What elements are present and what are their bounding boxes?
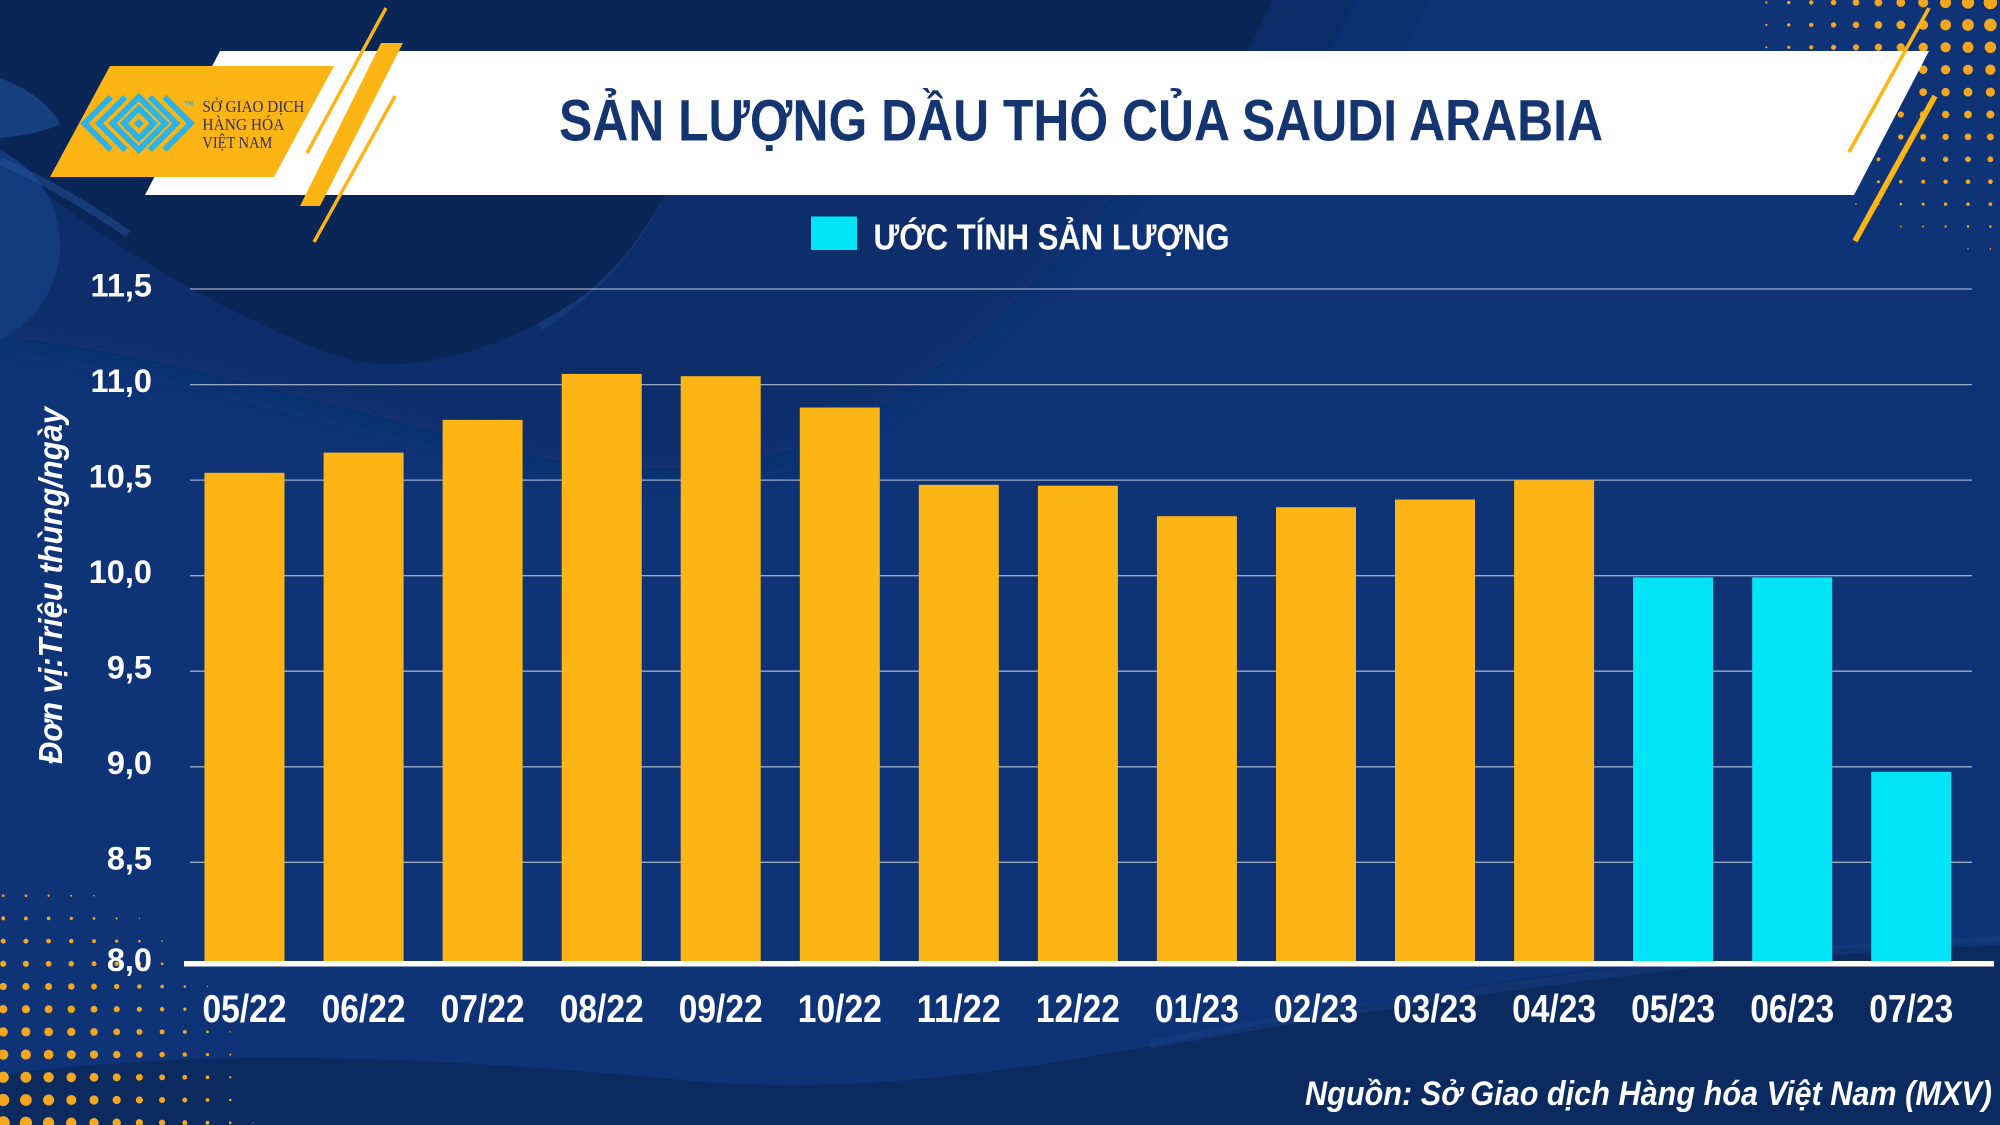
- svg-text:11,0: 11,0: [91, 363, 152, 399]
- svg-text:ƯỚC TÍNH SẢN LƯỢNG: ƯỚC TÍNH SẢN LƯỢNG: [874, 215, 1230, 257]
- svg-text:8,0: 8,0: [107, 942, 152, 978]
- svg-text:TM: TM: [185, 101, 194, 108]
- svg-text:09/22: 09/22: [679, 988, 763, 1031]
- svg-text:05/23: 05/23: [1631, 988, 1715, 1031]
- svg-text:10,0: 10,0: [89, 554, 152, 590]
- svg-text:04/23: 04/23: [1512, 988, 1596, 1031]
- svg-text:03/23: 03/23: [1393, 988, 1477, 1031]
- svg-text:07/22: 07/22: [441, 988, 525, 1031]
- svg-text:Đơn vị:Triệu thùng/ngày: Đơn vị:Triệu thùng/ngày: [32, 405, 69, 764]
- svg-text:HÀNG HÓA: HÀNG HÓA: [202, 115, 285, 134]
- svg-text:9,0: 9,0: [107, 745, 152, 781]
- svg-text:12/22: 12/22: [1036, 988, 1120, 1031]
- svg-text:11/22: 11/22: [917, 988, 1001, 1031]
- svg-text:08/22: 08/22: [560, 988, 644, 1031]
- svg-text:05/22: 05/22: [203, 988, 287, 1031]
- svg-text:11,5: 11,5: [91, 267, 152, 303]
- svg-text:SẢN LƯỢNG DẦU THÔ CỦA SAUDI AR: SẢN LƯỢNG DẦU THÔ CỦA SAUDI ARABIA: [559, 88, 1603, 153]
- svg-text:07/23: 07/23: [1869, 988, 1953, 1031]
- svg-text:9,5: 9,5: [107, 650, 152, 686]
- svg-text:VIỆT NAM: VIỆT NAM: [202, 133, 272, 152]
- svg-text:10,5: 10,5: [89, 458, 152, 494]
- svg-text:02/23: 02/23: [1274, 988, 1358, 1031]
- svg-text:Nguồn: Sở Giao dịch Hàng hóa V: Nguồn: Sở Giao dịch Hàng hóa Việt Nam (M…: [1305, 1075, 1992, 1113]
- svg-text:8,5: 8,5: [107, 841, 152, 877]
- svg-text:06/22: 06/22: [322, 988, 406, 1031]
- svg-text:06/23: 06/23: [1750, 988, 1834, 1031]
- svg-text:01/23: 01/23: [1155, 988, 1239, 1031]
- svg-text:SỞ GIAO DỊCH: SỞ GIAO DỊCH: [202, 97, 304, 116]
- svg-text:10/22: 10/22: [798, 988, 882, 1031]
